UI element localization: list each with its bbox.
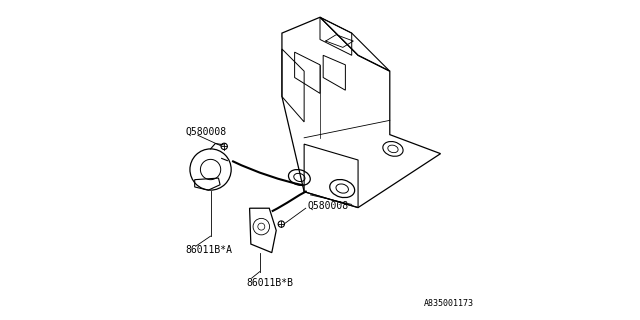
Text: Q580008: Q580008 <box>185 127 227 137</box>
Text: 86011B*B: 86011B*B <box>246 278 293 288</box>
Text: 86011B*A: 86011B*A <box>185 245 232 255</box>
Text: Q580008: Q580008 <box>307 201 348 211</box>
Text: A835001173: A835001173 <box>424 299 474 308</box>
